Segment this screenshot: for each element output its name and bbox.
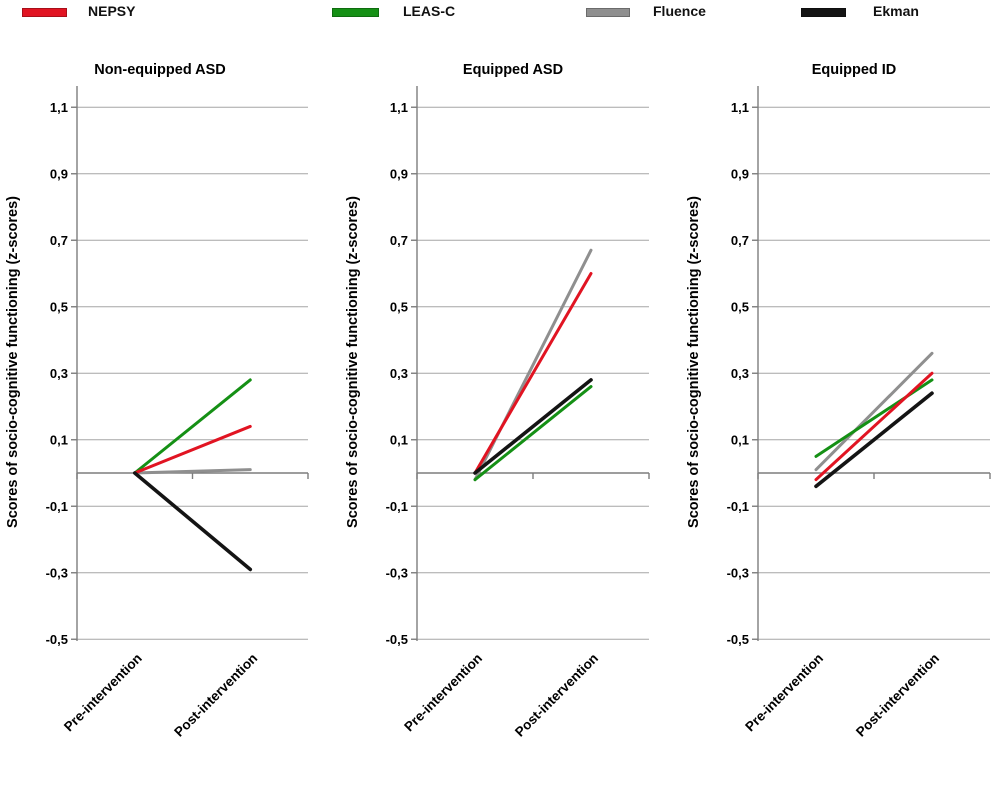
series-line-leas-c — [133, 378, 252, 475]
y-tick-label: 0,9 — [390, 166, 408, 181]
y-tick-label: 1,1 — [50, 100, 68, 115]
y-tick-label: 0,3 — [731, 366, 749, 381]
y-tick-label: 0,5 — [50, 299, 68, 314]
y-tick-label: 0,1 — [50, 432, 68, 447]
y-tick-label: 0,7 — [731, 233, 749, 248]
panel-title: Non-equipped ASD — [94, 62, 226, 78]
y-tick-label: -0,1 — [727, 499, 749, 514]
legend-label-nepsy: NEPSY — [88, 3, 136, 19]
panel-title: Equipped ASD — [463, 62, 563, 78]
series-line-nepsy — [133, 424, 252, 475]
legend-label-ekman: Ekman — [873, 3, 919, 19]
legend-swatch-ekman — [801, 8, 846, 17]
y-axis-title: Scores of socio-cognitive functioning (z… — [5, 196, 21, 528]
legend-swatch-leas-c — [332, 8, 379, 17]
series-line-leas-c — [473, 385, 593, 482]
y-tick-label: -0,5 — [46, 632, 68, 647]
series-line-leas-c — [814, 378, 934, 458]
y-tick-label: 0,1 — [731, 432, 749, 447]
y-tick-label: -0,3 — [386, 565, 408, 580]
y-axis-title: Scores of socio-cognitive functioning (z… — [686, 196, 702, 528]
y-tick-label: 0,3 — [390, 366, 408, 381]
y-tick-label: 0,7 — [50, 233, 68, 248]
series-line-fluence — [133, 468, 252, 475]
x-category-label: Post-intervention — [171, 651, 260, 740]
y-tick-label: 0,9 — [50, 166, 68, 181]
x-category-label: Post-intervention — [853, 651, 942, 740]
y-tick-label: 0,1 — [390, 432, 408, 447]
y-tick-label: -0,5 — [727, 632, 749, 647]
series-line-ekman — [132, 471, 253, 572]
x-category-label: Pre-intervention — [401, 651, 485, 735]
y-tick-label: 0,9 — [731, 166, 749, 181]
series-line-nepsy — [473, 272, 593, 475]
y-tick-label: -0,3 — [727, 565, 749, 580]
legend-swatch-nepsy — [22, 8, 67, 17]
x-category-label: Post-intervention — [512, 651, 601, 740]
x-category-label: Pre-intervention — [61, 651, 145, 735]
y-tick-label: 0,3 — [50, 366, 68, 381]
y-tick-label: 1,1 — [731, 100, 749, 115]
y-axis-title: Scores of socio-cognitive functioning (z… — [345, 196, 361, 528]
y-tick-label: 0,7 — [390, 233, 408, 248]
y-tick-label: 0,5 — [731, 299, 749, 314]
series-line-ekman — [473, 378, 593, 475]
y-tick-label: -0,1 — [386, 499, 408, 514]
legend-label-leas-c: LEAS-C — [403, 3, 456, 19]
y-tick-label: -0,1 — [46, 499, 68, 514]
series-line-nepsy — [814, 371, 934, 482]
legend-swatch-fluence — [586, 8, 630, 17]
x-category-label: Pre-intervention — [742, 651, 826, 735]
legend-label-fluence: Fluence — [653, 3, 706, 19]
y-tick-label: -0,5 — [386, 632, 408, 647]
y-tick-label: -0,3 — [46, 565, 68, 580]
series-line-fluence — [814, 351, 934, 472]
panel-title: Equipped ID — [812, 62, 897, 78]
y-tick-label: 1,1 — [390, 100, 408, 115]
series-line-ekman — [814, 391, 934, 489]
y-tick-label: 0,5 — [390, 299, 408, 314]
